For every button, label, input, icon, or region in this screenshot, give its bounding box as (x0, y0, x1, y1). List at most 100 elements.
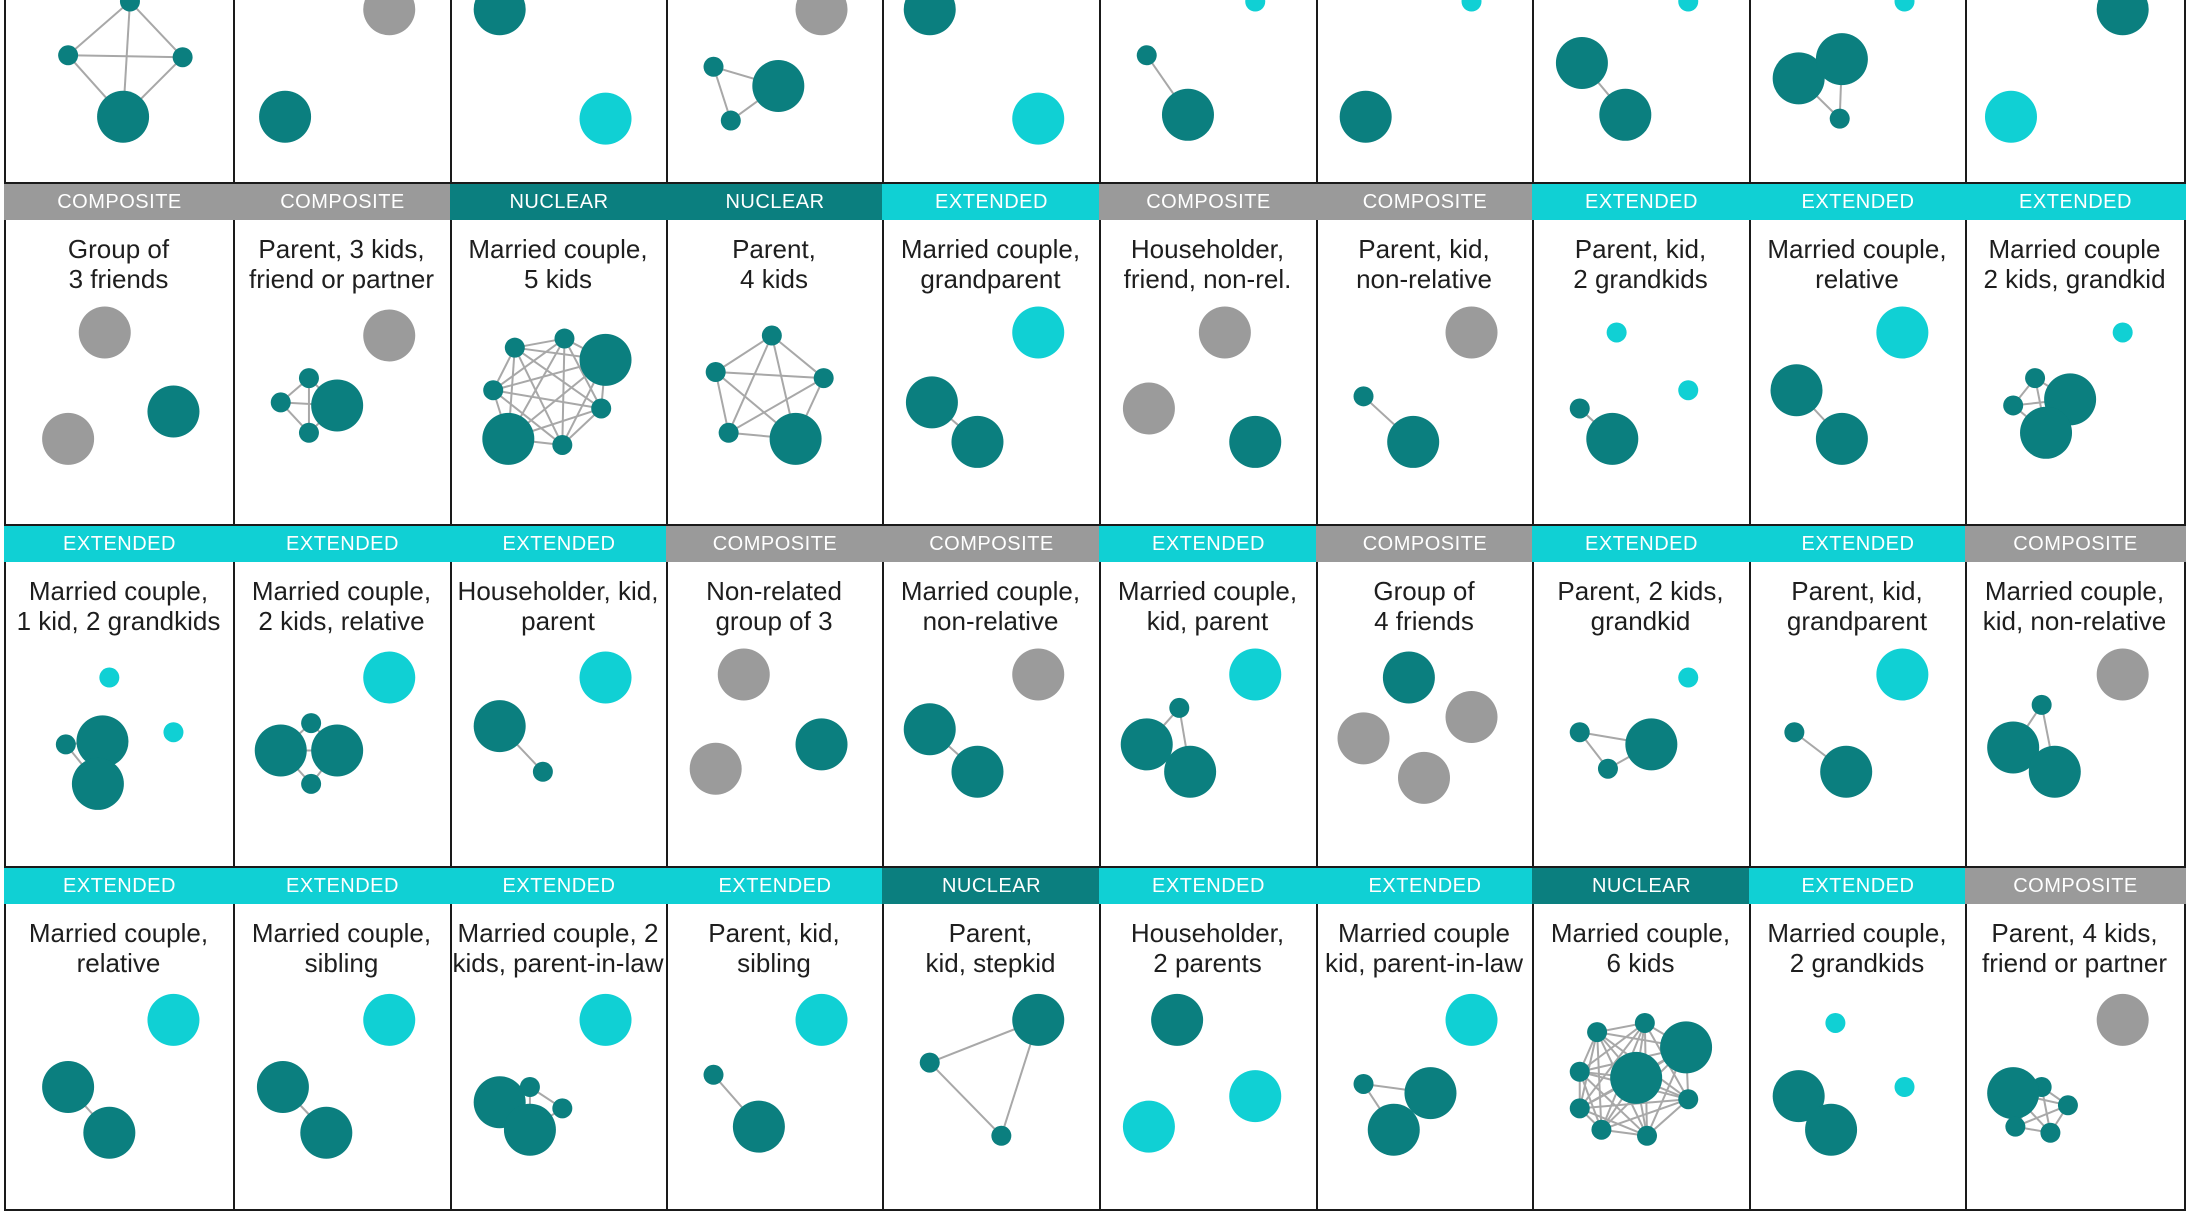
member-node (172, 47, 193, 68)
member-node (2040, 1122, 2061, 1143)
member-node (1678, 1089, 1699, 1110)
relationship-edge (771, 334, 825, 379)
household-network (903, 648, 1065, 798)
household-title-line: 5 kids (524, 264, 592, 294)
household-title-line: Parent, (948, 918, 1033, 948)
household-network (42, 306, 200, 465)
member-node (1815, 33, 1868, 86)
household-card (1965, 866, 2186, 1211)
member-node (1597, 758, 1618, 779)
household-title-line: Married couple, (251, 576, 432, 606)
member-node (2031, 694, 2052, 715)
household-title: Married couple, kid, parent (1099, 576, 1316, 636)
extended-member-node (1678, 380, 1699, 401)
household-title-line: non-relative (922, 606, 1059, 636)
member-node (903, 703, 956, 756)
member-node (1772, 52, 1825, 105)
member-node (720, 110, 741, 131)
member-node (300, 1106, 353, 1159)
household-type-badge: COMPOSITE (666, 526, 884, 562)
household-title-line: Householder, kid, (457, 576, 659, 606)
household-title-line: kid, stepkid (925, 948, 1056, 978)
household-network (270, 309, 416, 443)
household-title-line: sibling (304, 948, 379, 978)
household-title: Married couple, grandparent (882, 234, 1099, 294)
extended-member-node (1825, 1012, 1846, 1033)
household-title: Married couple, 2 kids, parent-in-law (450, 918, 666, 978)
member-node (579, 333, 632, 386)
household-network (1772, 0, 1915, 129)
member-node (2025, 368, 2046, 389)
member-node (311, 379, 364, 432)
household-title-line: Householder, (1130, 234, 1285, 264)
member-node (1637, 1125, 1658, 1146)
member-node (703, 56, 724, 77)
member-node (270, 392, 291, 413)
household-title-line: Parent, (732, 234, 816, 264)
household-type-badge: EXTENDED (450, 868, 668, 904)
extended-member-node (99, 667, 120, 688)
member-node (1382, 651, 1435, 704)
member-node (1634, 1012, 1655, 1033)
relationship-edge (129, 0, 184, 58)
relationship-edge (715, 371, 824, 380)
member-node (259, 90, 312, 143)
household-title: Married couple, 6 kids (1532, 918, 1749, 978)
member-node (1829, 108, 1850, 129)
non-relative-node (363, 0, 416, 36)
household-title: Married couple, non-relative (882, 576, 1099, 636)
member-node (1012, 993, 1065, 1046)
household-title-line: Married couple, (1984, 576, 2165, 606)
household-type-badge: EXTENDED (1749, 526, 1967, 562)
member-node (1591, 1119, 1612, 1140)
household-network (1772, 1012, 1915, 1156)
household-title-line: non-relative (1356, 264, 1492, 294)
member-node (71, 757, 124, 810)
household-title-line: kids, parent-in-law (452, 948, 664, 978)
household-title-line: 4 kids (740, 264, 808, 294)
non-relative-node (1445, 306, 1498, 359)
household-network (905, 306, 1065, 468)
relationship-edge (1579, 1071, 1648, 1137)
member-node (298, 368, 319, 389)
non-relative-node (1122, 382, 1175, 435)
member-node (482, 412, 535, 465)
extended-member-node (1245, 0, 1266, 12)
household-title-line: Parent, kid, (708, 918, 840, 948)
member-node (732, 1100, 785, 1153)
member-node (1164, 745, 1217, 798)
extended-member-node (1876, 306, 1929, 359)
member-node (1820, 745, 1873, 798)
household-network (1120, 648, 1282, 798)
member-node (301, 773, 322, 794)
household-title-line: grandkid (1590, 606, 1691, 636)
household-title-line: kid, parent-in-law (1325, 948, 1523, 978)
member-node (1569, 398, 1590, 419)
household-network (55, 667, 184, 810)
relationship-edge (1596, 1032, 1603, 1130)
member-node (2005, 1116, 2026, 1137)
household-network (1339, 0, 1482, 143)
household-title-line: Parent, kid, (1358, 234, 1490, 264)
household-type-badge: EXTENDED (450, 526, 668, 562)
extended-member-node (579, 92, 632, 145)
member-node (951, 415, 1004, 468)
member-node (1169, 697, 1190, 718)
member-node (311, 724, 364, 777)
household-title: Group of 4 friends (1316, 576, 1532, 636)
extended-member-node (1894, 1077, 1915, 1097)
member-node (254, 724, 307, 777)
non-relative-node (1012, 648, 1065, 701)
extended-member-node (2112, 322, 2133, 343)
household-title-line: 4 friends (1374, 606, 1474, 636)
member-node (705, 362, 726, 382)
household-type-badge: EXTENDED (1099, 526, 1318, 562)
household-title-line: grandparent (1786, 606, 1928, 636)
relationship-edge (492, 389, 563, 446)
member-node (58, 45, 79, 66)
household-title: Householder, 2 parents (1099, 918, 1316, 978)
relationship-edge (1579, 1098, 1689, 1110)
extended-member-node (1894, 0, 1915, 12)
household-title-line: 2 parents (1153, 948, 1262, 978)
relationship-edge (563, 338, 603, 409)
